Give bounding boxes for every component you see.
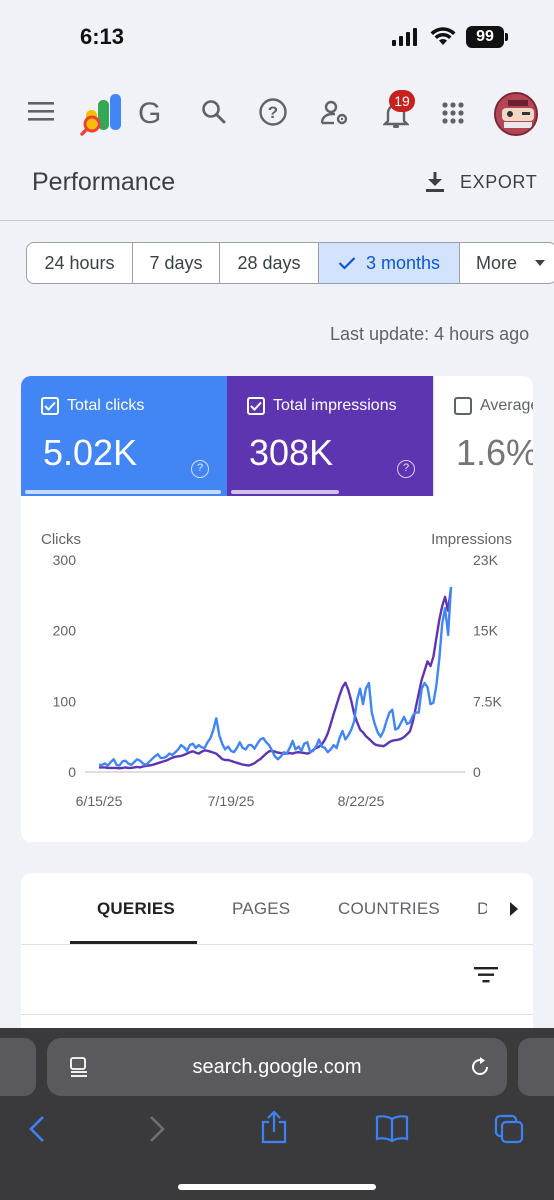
performance-card: Total clicks 5.02K ? Total impressions 3… (21, 376, 533, 842)
menu-icon[interactable] (28, 100, 54, 122)
download-icon (426, 172, 444, 192)
next-tab-preview[interactable] (518, 1038, 554, 1096)
help-icon[interactable]: ? (258, 97, 288, 127)
share-icon[interactable] (260, 1110, 288, 1149)
left-axis-tick: 300 (53, 552, 77, 568)
range-7-days[interactable]: 7 days (133, 243, 220, 283)
range-label: 24 hours (44, 252, 115, 273)
notification-badge: 19 (389, 90, 415, 112)
checkbox-checked-icon[interactable] (247, 397, 265, 415)
wifi-icon (430, 26, 456, 51)
tab-devices[interactable]: D (477, 899, 487, 918)
left-axis-tick: 200 (53, 623, 77, 639)
account-avatar[interactable] (494, 92, 538, 136)
filter-icon[interactable] (474, 967, 498, 988)
metric-underline (25, 490, 221, 494)
export-button[interactable]: EXPORT (424, 170, 537, 194)
range-28-days[interactable]: 28 days (220, 243, 319, 283)
metric-underline (231, 490, 339, 494)
right-axis-tick: 0 (473, 764, 481, 780)
metric-label: Total impressions (273, 397, 397, 414)
right-axis-tick: 23K (473, 552, 499, 568)
performance-chart: Clicks Impressions300200100023K15K7.5K06/… (41, 531, 512, 809)
left-axis-tick: 100 (53, 693, 77, 709)
chevron-down-icon (535, 260, 546, 266)
range-label: More (476, 252, 518, 273)
tab-pages[interactable]: PAGES (232, 899, 291, 918)
status-time: 6:13 (80, 24, 125, 49)
page-title: Performance (32, 168, 176, 196)
range-label: 28 days (237, 252, 301, 273)
last-update-text: Last update: 4 hours ago (330, 324, 530, 344)
check-icon (338, 257, 356, 270)
date-range-selector: 24 hours 7 days 28 days 3 months More (26, 242, 554, 284)
series-line-impressions (99, 587, 453, 770)
left-axis-tick: 0 (68, 764, 76, 780)
left-axis-title: Clicks (41, 531, 81, 548)
battery-tip (505, 33, 508, 41)
range-label: 7 days (149, 252, 203, 273)
export-label: EXPORT (460, 171, 538, 192)
previous-tab-preview[interactable] (0, 1038, 36, 1096)
cellular-signal-icon (392, 28, 418, 51)
x-axis-tick: 7/19/25 (208, 793, 255, 809)
url-text: search.google.com (192, 1056, 362, 1078)
range-3-months[interactable]: 3 months (319, 243, 460, 283)
series-line-clicks (99, 586, 453, 767)
back-icon[interactable] (28, 1115, 46, 1148)
range-24-hours[interactable]: 24 hours (27, 243, 133, 283)
forward-icon[interactable] (148, 1115, 166, 1148)
metric-average[interactable]: Average 1.6% (433, 376, 533, 496)
table-divider (21, 1014, 533, 1015)
address-bar[interactable] (47, 1038, 507, 1096)
scroll-right-icon[interactable] (510, 902, 518, 921)
metric-value: 308K (249, 432, 334, 473)
search-console-logo (80, 92, 128, 141)
range-more[interactable]: More (460, 243, 554, 283)
checkbox-checked-icon[interactable] (41, 397, 59, 415)
right-axis-tick: 15K (473, 623, 499, 639)
tab-queries[interactable]: QUERIES (97, 899, 175, 918)
tab-countries[interactable]: COUNTRIES (338, 899, 440, 918)
tabs-icon[interactable] (494, 1114, 524, 1149)
dimension-tabs-card: QUERIES PAGES COUNTRIES D (21, 873, 533, 1033)
metric-value: 5.02K (43, 432, 138, 473)
search-icon[interactable] (200, 98, 228, 126)
reload-icon[interactable] (468, 1055, 492, 1084)
help-icon[interactable]: ? (397, 460, 415, 478)
x-axis-tick: 6/15/25 (76, 793, 123, 809)
metric-label: Average (480, 397, 533, 414)
reader-mode-icon[interactable] (68, 1056, 90, 1083)
right-axis-tick: 7.5K (473, 693, 502, 709)
home-indicator (178, 1184, 376, 1190)
metric-total-impressions[interactable]: Total impressions 308K ? (227, 376, 433, 496)
help-icon[interactable]: ? (191, 460, 209, 478)
x-axis-tick: 8/22/25 (338, 793, 385, 809)
user-settings-icon[interactable] (320, 98, 350, 128)
header-divider (0, 220, 554, 221)
svg-text:?: ? (268, 103, 278, 122)
apps-grid-icon[interactable] (440, 100, 466, 126)
brand-text: G (138, 97, 162, 130)
metric-label: Total clicks (67, 397, 145, 414)
checkbox-unchecked-icon[interactable] (454, 397, 472, 415)
metric-value: 1.6% (456, 432, 533, 473)
battery-indicator: 99 (466, 26, 504, 48)
bookmarks-icon[interactable] (375, 1114, 409, 1147)
active-tab-indicator (70, 941, 197, 944)
tabs-divider (21, 944, 533, 945)
metric-total-clicks[interactable]: Total clicks 5.02K ? (21, 376, 227, 496)
range-label: 3 months (365, 252, 441, 273)
right-axis-title: Impressions (431, 531, 512, 548)
